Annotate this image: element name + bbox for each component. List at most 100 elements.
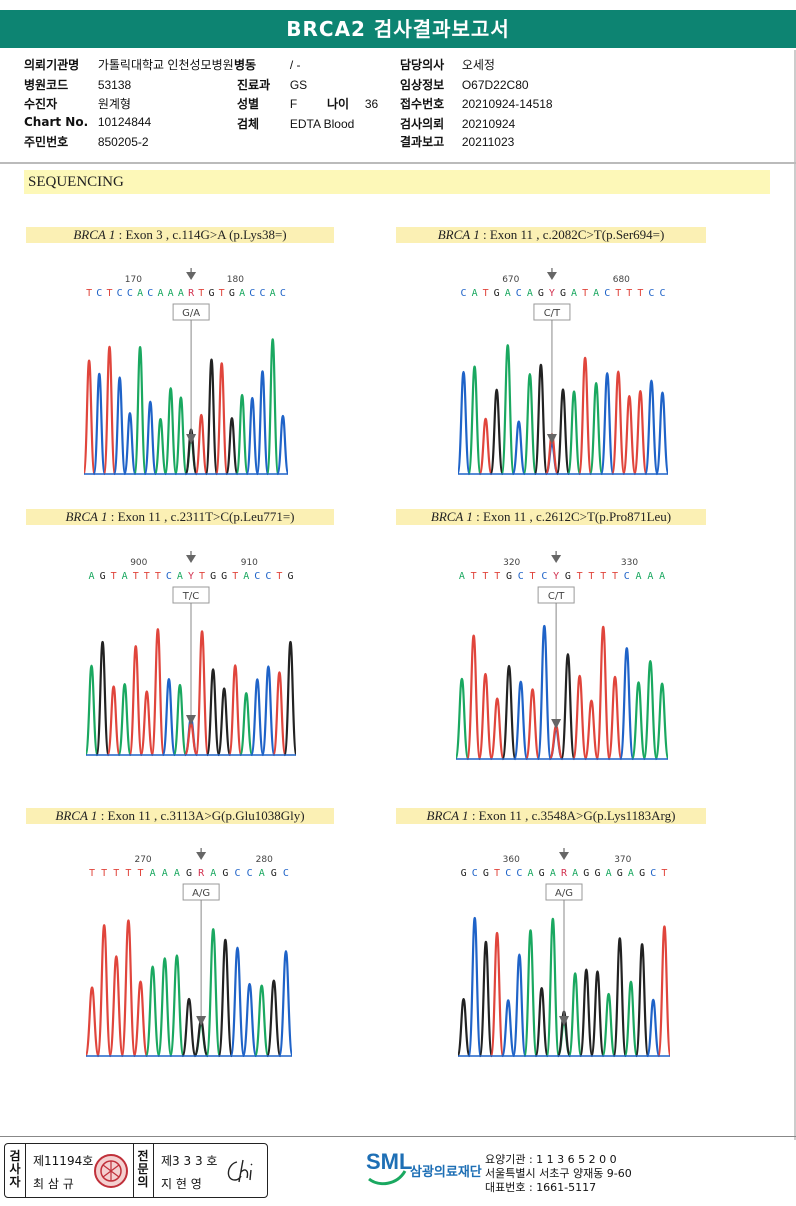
base-call: G (506, 571, 512, 582)
peak (642, 659, 658, 761)
base-call: G (461, 868, 467, 879)
base-call: A (606, 868, 612, 879)
base-call: T (111, 571, 117, 582)
peak (634, 943, 650, 1058)
institution-code: 요양기관 : 1 1 3 6 5 2 0 0 (485, 1153, 617, 1166)
peak (630, 681, 647, 761)
pointer-arrow (559, 852, 569, 860)
pointer-arrow (196, 852, 207, 860)
report-date-label: 결과보고 (400, 135, 445, 149)
peak (133, 345, 147, 476)
base-call: A (243, 571, 249, 582)
gene-name: BRCA 1 (437, 227, 480, 242)
peak (619, 647, 635, 761)
org-logo-text: SML (366, 1149, 413, 1174)
variant-caption: BRCA 1 : Exon 11 , c.3113A>G(p.Glu1038Gl… (26, 808, 334, 824)
peak (478, 940, 494, 1058)
base-call: C (249, 288, 255, 299)
base-call: C (283, 868, 289, 879)
base-call: G (222, 868, 228, 879)
peak (611, 370, 626, 476)
position-label: 910 (241, 558, 258, 568)
base-call: C (254, 571, 260, 582)
peak (655, 391, 668, 476)
base-call: T (199, 571, 205, 582)
vchar: 검 (9, 1149, 21, 1163)
peak (458, 997, 471, 1058)
chromatogram: 360 370 G C G T C C A G A R A G G A G A G C T A/G (458, 848, 670, 1062)
peak (595, 625, 611, 761)
base-call: T (232, 571, 238, 582)
request-date-value: 20210924 (461, 117, 516, 131)
peak (622, 395, 637, 476)
position-label: 330 (621, 558, 638, 568)
trace-background (86, 848, 292, 1062)
department-value: GS (289, 78, 308, 92)
variant-description: : Exon 3 , c.114G>A (p.Lys38=) (115, 227, 287, 242)
base-call: A (122, 571, 128, 582)
genotype-call: C/T (544, 308, 561, 319)
org-phone: 대표번호 : 1661-5117 (485, 1181, 597, 1194)
chart-no-label: Chart No. (24, 115, 89, 129)
position-label: 170 (125, 275, 142, 285)
peak (205, 668, 221, 757)
vchar: 문 (137, 1162, 149, 1176)
base-call: T (588, 571, 594, 582)
base-call: C (166, 571, 172, 582)
base-call: A (162, 868, 168, 879)
base-call: T (615, 288, 621, 299)
pointer-arrow (186, 555, 196, 563)
peak (120, 919, 137, 1058)
peak (623, 980, 639, 1058)
divider (133, 1144, 134, 1197)
peak (144, 965, 161, 1058)
base-call: A (472, 288, 478, 299)
base-call: R (188, 288, 195, 299)
call-arrow (196, 1016, 207, 1026)
base-call: G (208, 288, 214, 299)
id-no-label: 주민번호 (24, 135, 69, 149)
base-call: C (505, 868, 511, 879)
base-call: C (234, 868, 240, 879)
position-label: 180 (227, 275, 244, 285)
peak (467, 916, 482, 1058)
base-call: C (516, 288, 522, 299)
sex-field: 성별 F (237, 95, 297, 112)
position-label: 680 (613, 275, 630, 285)
peak (96, 924, 112, 1058)
peak (524, 688, 541, 761)
genotype-call: A/G (555, 888, 573, 899)
peak (533, 363, 549, 476)
gene-name: BRCA 1 (430, 509, 473, 524)
hospital-code-label: 병원코드 (24, 78, 69, 92)
base-call: T (637, 288, 643, 299)
id-no-field: 주민번호 850205-2 (24, 133, 149, 150)
peak (607, 675, 623, 761)
peak (228, 664, 243, 757)
peak (161, 677, 177, 757)
physician-value: 오세정 (461, 58, 495, 72)
hospital-code-value: 53138 (97, 78, 132, 92)
age-value: 36 (364, 97, 379, 111)
base-call: C (96, 288, 102, 299)
peak (588, 382, 604, 476)
clinical-info-field: 임상정보 O67D22C80 (400, 76, 529, 93)
org-address: 서울특별시 서초구 양재동 9-60 (485, 1167, 632, 1180)
peak (500, 344, 515, 476)
peak (513, 680, 529, 761)
base-call: T (483, 288, 489, 299)
accession-value: 20210924-14518 (461, 97, 553, 111)
peak (276, 414, 288, 476)
base-call: T (582, 288, 588, 299)
base-call: T (106, 288, 112, 299)
base-call: A (137, 288, 143, 299)
peak (560, 653, 576, 761)
base-call: T (144, 571, 150, 582)
peak (577, 356, 593, 476)
base-call: A (647, 571, 653, 582)
gene-name: BRCA 1 (65, 509, 108, 524)
ward-field: 병동 / - (234, 56, 301, 73)
examiner-name: 최 삼 규 (33, 1177, 74, 1191)
base-call: C (516, 868, 522, 879)
